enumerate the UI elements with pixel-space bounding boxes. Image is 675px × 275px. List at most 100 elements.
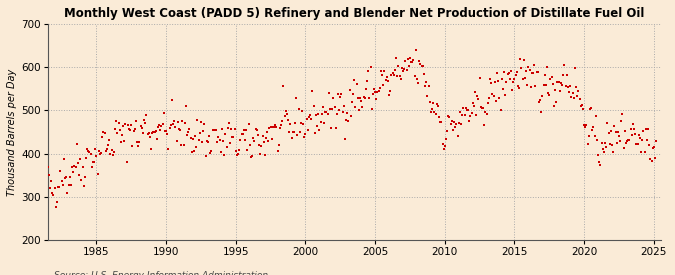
Point [240,138,250,142]
Point [473,97,484,101]
Point [95,152,105,156]
Point [236,132,247,136]
Point [554,79,564,84]
Point [80,156,91,160]
Point [88,160,99,164]
Point [167,122,178,127]
Point [134,140,145,144]
Point [217,139,228,143]
Point [186,149,197,154]
Point [533,69,543,74]
Point [159,111,169,115]
Point [528,71,539,76]
Point [92,172,103,177]
Point [575,104,586,109]
Point [422,94,433,98]
Point [477,106,487,111]
Point [312,124,323,128]
Point [612,129,623,134]
Point [418,72,429,76]
Point [209,128,219,132]
Point [506,69,516,74]
Point [516,65,527,70]
Point [446,122,456,126]
Point [596,141,607,146]
Point [483,96,494,100]
Point [201,139,212,143]
Point [649,156,660,160]
Point [591,114,601,118]
Point [104,138,115,142]
Point [288,130,299,134]
Point [392,73,402,78]
Point [396,76,406,81]
Point [254,142,265,147]
Point [408,57,419,62]
Point [609,124,620,128]
Point [51,205,61,209]
Point [315,120,326,125]
Point [377,72,387,77]
Point [161,129,171,133]
Point [546,75,557,79]
Point [173,127,184,131]
Point [188,148,199,153]
Point [402,57,413,62]
Point [141,113,152,118]
Point [46,179,57,183]
Point [630,131,641,136]
Point [270,123,281,127]
Point [90,147,101,151]
Point [171,139,182,143]
Point [221,144,232,149]
Point [578,106,589,111]
Point [319,120,329,125]
Point [132,140,142,144]
Point [612,141,622,145]
Point [566,95,577,99]
Point [256,144,267,148]
Point [49,186,60,190]
Point [230,148,241,153]
Point [487,92,498,97]
Point [530,84,541,89]
Point [322,112,333,116]
Point [138,118,149,122]
Point [570,66,580,70]
Point [338,110,348,114]
Point [279,114,290,118]
Point [53,184,63,189]
Point [599,150,610,154]
Point [293,107,304,112]
Point [509,77,520,82]
Point [291,96,302,100]
Point [317,112,327,116]
Point [456,122,466,126]
Point [632,142,643,147]
Point [172,120,183,125]
Point [623,138,634,142]
Point [568,96,579,101]
Point [263,138,274,143]
Point [184,126,195,131]
Point [205,151,215,155]
Point [557,83,568,87]
Point [272,148,283,153]
Point [624,138,635,142]
Point [601,145,612,149]
Point [496,76,507,81]
Point [560,84,571,88]
Point [135,123,146,128]
Point [460,105,471,110]
Point [40,186,51,191]
Point [383,79,394,83]
Point [112,130,123,135]
Point [562,85,573,90]
Point [317,104,328,109]
Point [38,186,49,190]
Point [59,176,70,180]
Point [536,109,547,114]
Point [327,107,338,111]
Point [628,127,639,131]
Point [639,149,650,154]
